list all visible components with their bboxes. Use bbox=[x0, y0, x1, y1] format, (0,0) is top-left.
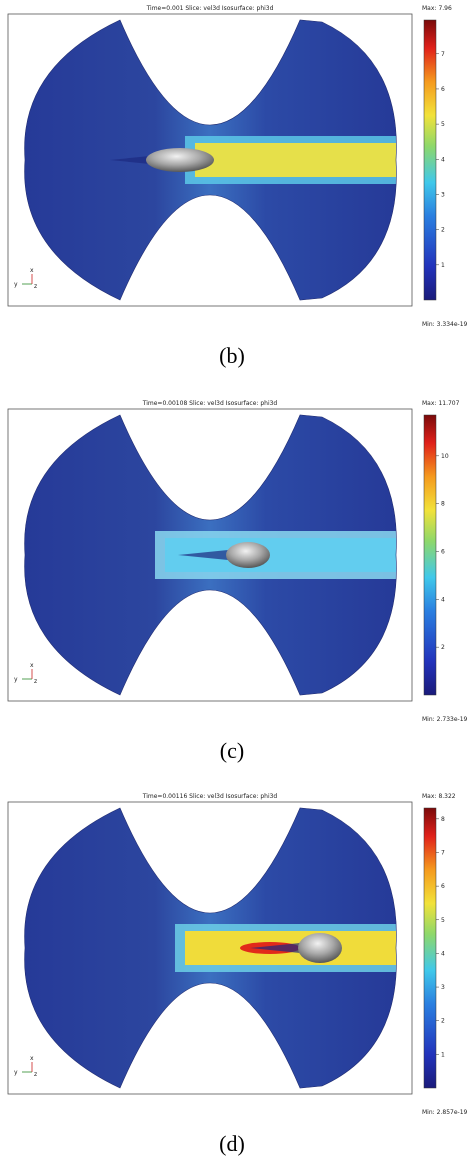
max-value: 11.707 bbox=[438, 400, 459, 407]
colorbar-tick-label: 5 bbox=[441, 121, 445, 128]
domain-outline bbox=[24, 807, 397, 1089]
min-value: 3.334e-19 bbox=[437, 321, 468, 328]
triad-label: y bbox=[14, 1069, 18, 1076]
simulation bbox=[24, 808, 397, 1088]
colorbar-tick-label: 10 bbox=[441, 453, 449, 460]
triad-label: y bbox=[14, 676, 18, 683]
colorbar-tick-label: 4 bbox=[441, 156, 445, 163]
domain-outline bbox=[24, 414, 397, 696]
colorbar bbox=[423, 19, 437, 301]
colorbar-max: Max: 11.707 bbox=[422, 400, 460, 407]
triad-label: z bbox=[34, 283, 37, 290]
min-label: Min: bbox=[422, 1109, 435, 1116]
simulation bbox=[24, 415, 397, 695]
colorbar-tick-label: 2 bbox=[441, 1018, 445, 1025]
max-label: Max: bbox=[422, 793, 436, 800]
colorbar-tick-label: 4 bbox=[441, 950, 445, 957]
colorbar-max: Max: 7.96 bbox=[422, 5, 452, 12]
colorbar-min: Min: 3.334e-19 bbox=[422, 321, 468, 328]
panel-title: Time=0.00108 Slice: vel3d Isosurface: ph… bbox=[142, 400, 278, 407]
caption: (c) bbox=[220, 738, 244, 763]
colorbar-tick-label: 3 bbox=[441, 191, 445, 198]
min-value: 2.733e-19 bbox=[437, 716, 468, 723]
colorbar-tick-label: 4 bbox=[441, 596, 445, 603]
triad-label: x bbox=[30, 267, 34, 274]
min-value: 2.857e-19 bbox=[437, 1109, 468, 1116]
panel-title: Time=0.00116 Slice: vel3d Isosurface: ph… bbox=[142, 793, 278, 800]
triad-label: z bbox=[34, 678, 37, 685]
jet-core bbox=[195, 143, 397, 177]
panel-title: Time=0.001 Slice: vel3d Isosurface: phi3… bbox=[146, 5, 274, 12]
wake bbox=[178, 550, 228, 560]
caption: (b) bbox=[219, 343, 245, 368]
colorbar bbox=[423, 414, 437, 696]
colorbar-tick-label: 1 bbox=[441, 262, 445, 269]
domain-outline bbox=[24, 19, 397, 301]
panel: Time=0.00116 Slice: vel3d Isosurface: ph… bbox=[7, 793, 468, 1156]
max-value: 8.322 bbox=[438, 793, 455, 800]
panel: Time=0.001 Slice: vel3d Isosurface: phi3… bbox=[7, 5, 468, 368]
colorbar-tick-label: 7 bbox=[441, 849, 445, 856]
max-label: Max: bbox=[422, 400, 436, 407]
bubble bbox=[146, 148, 214, 172]
colorbar-max: Max: 8.322 bbox=[422, 793, 456, 800]
min-label: Min: bbox=[422, 321, 435, 328]
bubble bbox=[298, 933, 342, 963]
bubble bbox=[226, 542, 270, 568]
max-label: Max: bbox=[422, 5, 436, 12]
colorbar-tick-label: 6 bbox=[441, 86, 445, 93]
simulation bbox=[24, 20, 397, 300]
colorbar-tick-label: 1 bbox=[441, 1051, 445, 1058]
panel: Time=0.00108 Slice: vel3d Isosurface: ph… bbox=[7, 400, 468, 763]
colorbar-min: Min: 2.733e-19 bbox=[422, 716, 468, 723]
colorbar-tick-label: 7 bbox=[441, 51, 445, 58]
triad-label: x bbox=[30, 1055, 34, 1062]
colorbar-tick-label: 2 bbox=[441, 644, 445, 651]
colorbar-tick-label: 3 bbox=[441, 984, 445, 991]
triad-label: x bbox=[30, 662, 34, 669]
triad-label: z bbox=[34, 1071, 37, 1078]
colorbar-min: Min: 2.857e-19 bbox=[422, 1109, 468, 1116]
max-value: 7.96 bbox=[438, 5, 452, 12]
min-label: Min: bbox=[422, 716, 435, 723]
colorbar-tick-label: 5 bbox=[441, 917, 445, 924]
colorbar-tick-label: 6 bbox=[441, 548, 445, 555]
caption: (d) bbox=[219, 1131, 245, 1156]
colorbar-tick-label: 8 bbox=[441, 816, 445, 823]
colorbar bbox=[423, 807, 437, 1089]
colorbar-tick-label: 6 bbox=[441, 883, 445, 890]
wake bbox=[250, 943, 300, 953]
triad-label: y bbox=[14, 281, 18, 288]
colorbar-tick-label: 2 bbox=[441, 227, 445, 234]
colorbar-tick-label: 8 bbox=[441, 501, 445, 508]
